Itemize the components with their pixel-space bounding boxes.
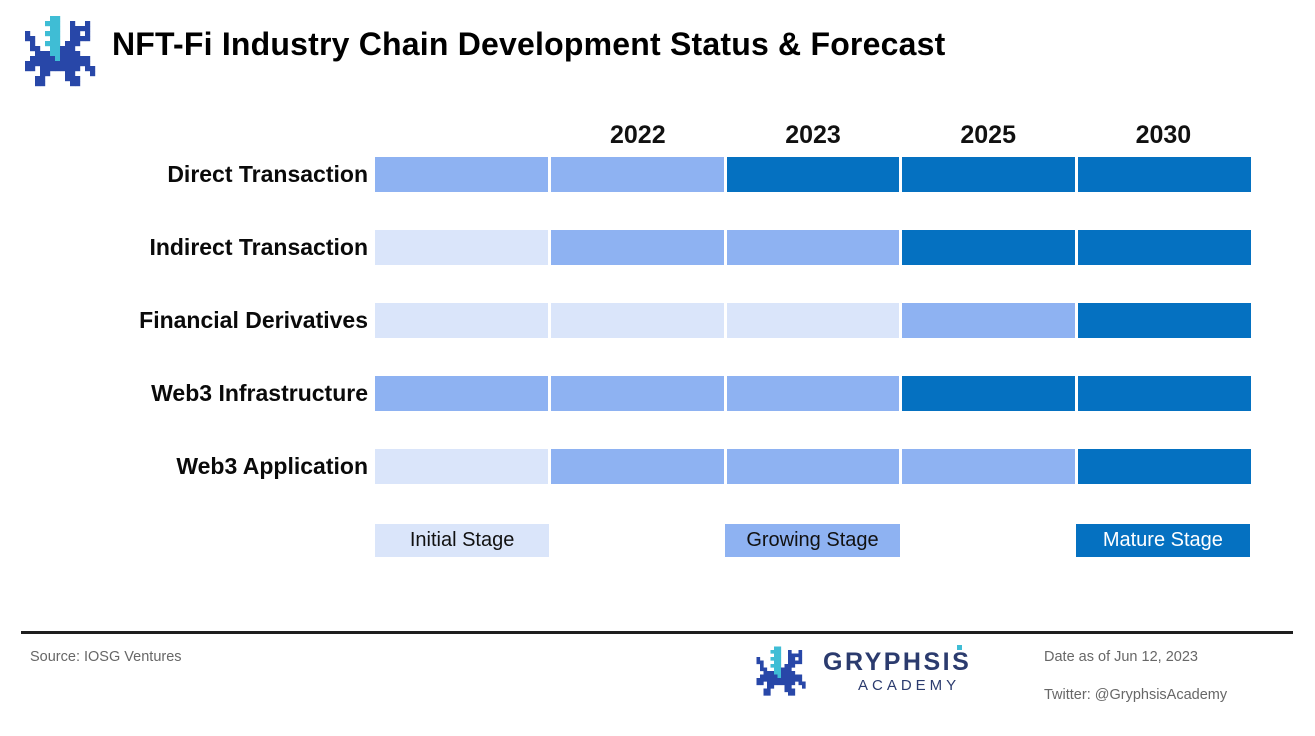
legend-item-initial: Initial Stage [375, 524, 550, 557]
stage-bar [375, 157, 1251, 192]
stage-segment-mature [1078, 157, 1251, 192]
year-axis-label: 2030 [1135, 121, 1192, 149]
chart-row: Web3 Application [0, 449, 1315, 484]
stage-segment-initial [375, 230, 548, 265]
stage-segment-growing [726, 376, 900, 411]
legend-item-mature: Mature Stage [1075, 524, 1250, 557]
row-label: Indirect Transaction [149, 234, 368, 260]
row-label: Financial Derivatives [139, 307, 368, 333]
stage-segment-mature [726, 157, 900, 192]
stage-segment-growing [375, 157, 548, 192]
stage-bar [375, 303, 1251, 338]
gryphsis-dragon-logo-icon [756, 646, 806, 696]
date-note: Date as of Jun 12, 2023 [1044, 649, 1198, 665]
row-label: Web3 Infrastructure [151, 380, 368, 406]
year-axis-label: 2025 [960, 121, 1016, 149]
stage-bar [375, 449, 1251, 484]
stage-segment-growing [726, 449, 900, 484]
chart-row: Web3 Infrastructure [0, 376, 1315, 411]
stage-segment-mature [1078, 376, 1251, 411]
stage-segment-initial [375, 303, 548, 338]
stage-segment-growing [902, 303, 1076, 338]
stage-segment-mature [902, 376, 1076, 411]
chart-row: Direct Transaction [0, 157, 1315, 192]
chart-row: Financial Derivatives [0, 303, 1315, 338]
chart-row: Indirect Transaction [0, 230, 1315, 265]
stage-segment-mature [902, 157, 1076, 192]
brand-name: GRYPHSIS [823, 648, 972, 676]
stage-segment-growing [375, 376, 548, 411]
page-title: NFT-Fi Industry Chain Development Status… [112, 26, 946, 62]
stage-segment-initial [375, 449, 548, 484]
stage-segment-mature [1078, 303, 1251, 338]
stage-segment-initial [550, 303, 724, 338]
stage-segment-growing [902, 449, 1076, 484]
stage-segment-growing [726, 230, 900, 265]
year-axis-label: 2022 [609, 121, 666, 149]
row-label: Web3 Application [176, 453, 368, 479]
stage-segment-growing [550, 230, 724, 265]
gryphsis-dragon-logo-icon [25, 16, 96, 87]
stage-segment-initial [726, 303, 900, 338]
twitter-note: Twitter: @GryphsisAcademy [1044, 687, 1228, 703]
year-axis-label: 2023 [785, 121, 841, 149]
source-note: Source: IOSG Ventures [30, 649, 182, 665]
legend-item-growing: Growing Stage [725, 524, 900, 557]
stage-segment-growing [550, 376, 724, 411]
stage-segment-mature [902, 230, 1076, 265]
stage-segment-growing [550, 449, 724, 484]
stage-segment-mature [1078, 449, 1251, 484]
row-label: Direct Transaction [167, 161, 368, 187]
stage-segment-growing [550, 157, 724, 192]
stage-bar [375, 376, 1251, 411]
stage-bar [375, 230, 1251, 265]
footer-divider [21, 631, 1293, 634]
brand-i-dot-icon [957, 645, 962, 650]
brand-subtitle: ACADEMY [858, 677, 961, 694]
stage-segment-mature [1078, 230, 1251, 265]
